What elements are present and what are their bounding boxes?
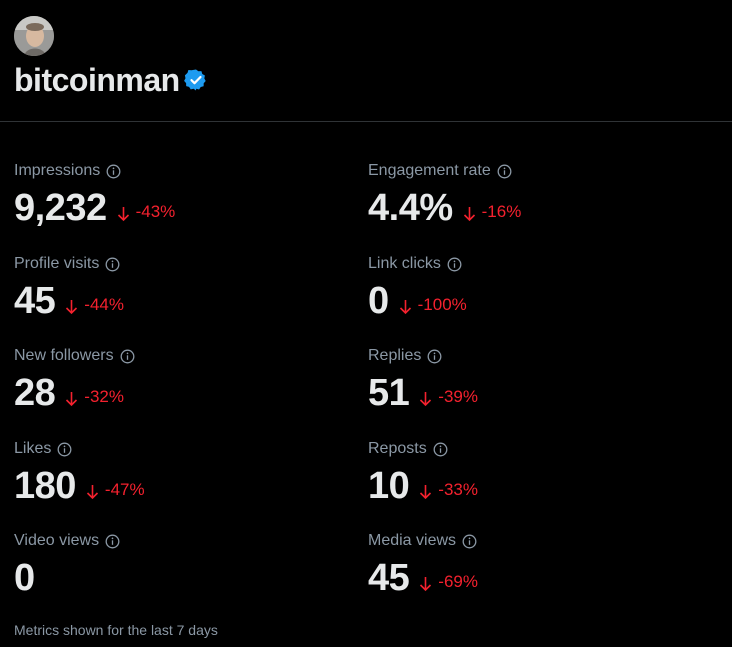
info-icon[interactable] (497, 164, 512, 179)
avatar[interactable] (14, 16, 54, 56)
arrow-down-icon (399, 299, 412, 315)
metric-value: 45 (14, 280, 56, 322)
metric-label: Reposts (368, 440, 427, 457)
info-icon[interactable] (105, 534, 120, 549)
metric-value: 28 (14, 372, 56, 414)
metric-change: -43% (135, 202, 176, 221)
arrow-down-icon (65, 391, 78, 407)
metric-link-clicks: Link clicks 0 -100% (368, 253, 708, 323)
arrow-down-icon (65, 299, 78, 315)
metric-value: 0 (14, 557, 35, 599)
metric-label: Profile visits (14, 255, 100, 272)
metric-value: 0 (368, 280, 389, 322)
metric-media-views: Media views 45 -69% (368, 530, 708, 600)
metric-change: -33% (438, 480, 478, 499)
arrow-down-icon (463, 206, 476, 222)
arrow-down-icon (419, 576, 432, 592)
metric-impressions: Impressions 9,232 -43% (14, 160, 354, 230)
metric-change: -16% (481, 202, 522, 221)
info-icon[interactable] (447, 257, 462, 272)
arrow-down-icon (419, 391, 432, 407)
metric-label: Impressions (14, 162, 101, 179)
info-icon[interactable] (120, 349, 135, 364)
metric-label: Engagement rate (368, 162, 491, 179)
info-icon[interactable] (433, 442, 448, 457)
metric-change: -47% (104, 480, 145, 499)
metric-label: Link clicks (368, 255, 441, 272)
metric-video-views: Video views 0 (14, 530, 354, 600)
metric-value: 4.4% (368, 187, 453, 229)
metric-engagement-rate: Engagement rate 4.4% -16% (368, 160, 708, 230)
metric-reposts: Reposts 10 -33% (368, 438, 708, 508)
info-icon[interactable] (462, 534, 477, 549)
metric-change: -39% (438, 387, 478, 406)
metric-value: 9,232 (14, 187, 107, 229)
metric-label: Media views (368, 532, 457, 549)
metric-label: Video views (14, 532, 100, 549)
profile-header: bitcoinman (14, 16, 208, 98)
divider (0, 121, 732, 122)
arrow-down-icon (419, 484, 432, 500)
metric-change: -44% (84, 295, 124, 314)
metric-label: New followers (14, 347, 114, 364)
info-icon[interactable] (57, 442, 72, 457)
metric-value: 51 (368, 372, 410, 414)
metric-label: Replies (368, 347, 422, 364)
metric-likes: Likes 180 -47% (14, 438, 354, 508)
metric-new-followers: New followers 28 -32% (14, 345, 354, 415)
info-icon[interactable] (105, 257, 120, 272)
info-icon[interactable] (106, 164, 121, 179)
metric-value: 45 (368, 557, 410, 599)
username[interactable]: bitcoinman (14, 62, 180, 98)
verified-badge-icon (183, 68, 208, 92)
metric-value: 10 (368, 465, 410, 507)
metric-replies: Replies 51 -39% (368, 345, 708, 415)
metric-value: 180 (14, 465, 76, 507)
arrow-down-icon (86, 484, 99, 500)
metrics-footnote: Metrics shown for the last 7 days (14, 622, 218, 638)
metric-change: -100% (417, 295, 467, 314)
metric-change: -32% (84, 387, 124, 406)
metric-profile-visits: Profile visits 45 -44% (14, 253, 354, 323)
metric-change: -69% (438, 572, 478, 591)
metric-label: Likes (14, 440, 52, 457)
info-icon[interactable] (427, 349, 442, 364)
arrow-down-icon (117, 206, 130, 222)
